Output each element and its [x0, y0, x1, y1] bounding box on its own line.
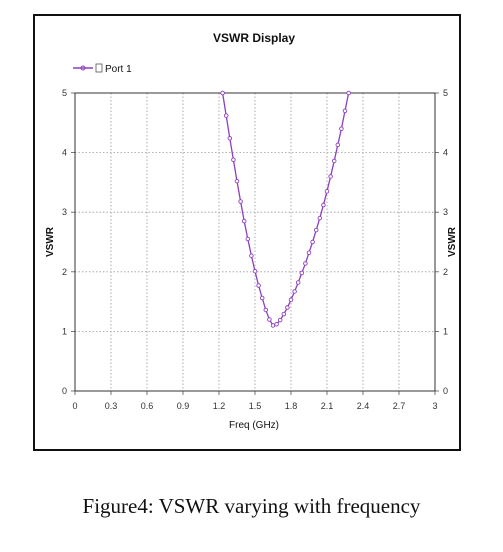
- x-tick-label: 2.4: [357, 401, 370, 411]
- data-point: [317, 215, 323, 221]
- y-axis-label-left: VSWR: [45, 226, 56, 257]
- data-point: [295, 280, 301, 285]
- data-point: [223, 113, 229, 118]
- data-point: [331, 158, 337, 164]
- figure-caption: Figure4: VSWR varying with frequency: [82, 494, 421, 518]
- axes: [71, 92, 439, 395]
- x-axis-label: Freq (GHz): [229, 420, 279, 431]
- x-tick-label: 1.5: [249, 401, 262, 411]
- data-point: [306, 250, 312, 255]
- data-point: [220, 90, 225, 96]
- data-point: [292, 289, 297, 294]
- data-point: [241, 218, 247, 224]
- data-point: [256, 283, 261, 288]
- data-point: [231, 157, 236, 163]
- data-point: [310, 239, 315, 245]
- grid: [75, 93, 435, 391]
- data-point: [267, 317, 272, 322]
- data-point: [285, 305, 290, 310]
- y-tick-label-right: 2: [443, 267, 448, 277]
- plot-area-border: [74, 92, 436, 392]
- data-point: [288, 297, 294, 303]
- data-point: [303, 261, 308, 266]
- y-tick-label-left: 1: [62, 326, 67, 336]
- x-tick-label: 2.7: [393, 401, 406, 411]
- data-point: [324, 189, 330, 194]
- data-point: [274, 321, 279, 327]
- data-point: [259, 295, 265, 301]
- x-tick-label: 0.3: [105, 401, 118, 411]
- legend-label-port-1: Port 1: [105, 64, 132, 75]
- chart-title: VSWR Display: [213, 31, 295, 45]
- data-point: [313, 227, 319, 233]
- y-tick-label-left: 3: [62, 207, 67, 217]
- y-tick-label-left: 0: [62, 386, 67, 396]
- data-point: [342, 108, 348, 114]
- data-point: [328, 174, 333, 179]
- x-tick-label: 1.8: [285, 401, 298, 411]
- data-point: [335, 142, 341, 148]
- x-tick-label: 0: [72, 401, 77, 411]
- legend: Port 1: [73, 63, 132, 75]
- data-point: [339, 126, 344, 132]
- data-point: [263, 307, 269, 313]
- tick-labels: 0 0.3 0.6 0.9 1.2 1.5 1.8 2.1 2.4 2.7 30 01 12 23 34 45…: [62, 88, 448, 411]
- series-port-1: [220, 90, 351, 328]
- y-axis-label-right: VSWR: [447, 226, 458, 257]
- data-point: [249, 253, 254, 258]
- legend-marker-swatch: [80, 65, 86, 71]
- y-tick-label-right: 4: [443, 148, 448, 158]
- y-tick-label-right: 1: [443, 326, 448, 336]
- data-point: [238, 199, 243, 204]
- x-tick-label: 1.2: [213, 401, 226, 411]
- x-tick-label: 0.6: [141, 401, 154, 411]
- y-tick-label-left: 5: [62, 88, 67, 98]
- series-line: [221, 92, 350, 327]
- x-tick-label: 2.1: [321, 401, 334, 411]
- data-point: [299, 270, 305, 276]
- y-tick-label-right: 3: [443, 207, 448, 217]
- x-tick-label: 3: [432, 401, 437, 411]
- x-tick-label: 0.9: [177, 401, 190, 411]
- data-point: [252, 268, 258, 274]
- chart-frame: VSWR Display Port 1 0 0.3 0.6 0.9 1.2 1.5 1.8 2…: [33, 14, 461, 451]
- vswr-chart: VSWR Display Port 1 0 0.3 0.6 0.9 1.2 1.5 1.8 2…: [45, 31, 458, 431]
- data-point: [346, 90, 351, 96]
- data-point: [234, 178, 240, 184]
- legend-box-icon: [95, 63, 103, 73]
- data-point: [270, 323, 276, 328]
- data-point: [281, 311, 287, 317]
- y-tick-label-left: 4: [62, 148, 67, 158]
- y-tick-label-right: 0: [443, 386, 448, 396]
- y-tick-label-left: 2: [62, 267, 67, 277]
- data-point: [245, 236, 251, 242]
- y-tick-label-right: 5: [443, 88, 448, 98]
- data-point: [321, 202, 326, 208]
- data-point: [277, 317, 283, 323]
- data-point: [227, 136, 233, 141]
